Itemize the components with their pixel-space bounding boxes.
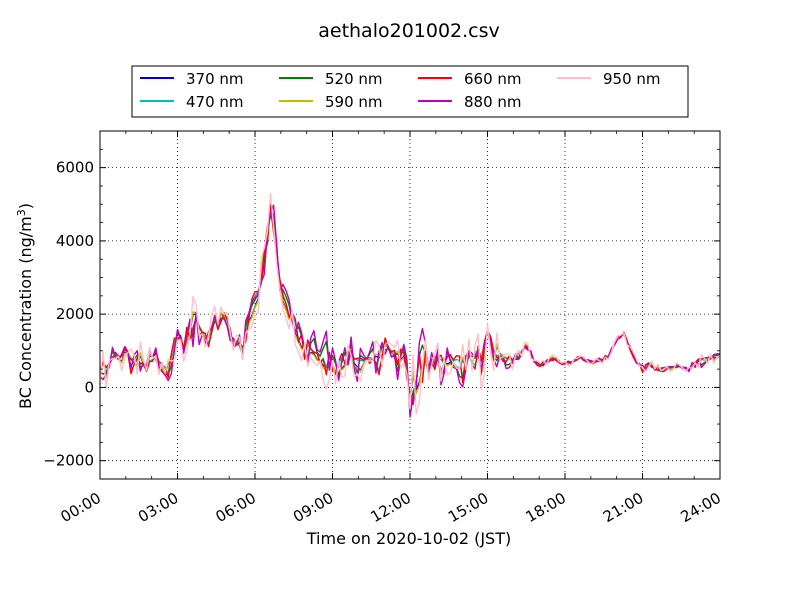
- legend-label: 520 nm: [325, 70, 383, 88]
- legend-box: [131, 65, 689, 118]
- legend-label: 470 nm: [186, 93, 244, 111]
- x-tick-label: 12:00: [368, 489, 414, 526]
- x-tick-label: 21:00: [600, 489, 646, 526]
- chart-title: aethalo201002.csv: [318, 20, 500, 42]
- x-tick-label: 09:00: [290, 489, 336, 526]
- y-tick-label: −2000: [43, 452, 94, 470]
- x-tick-label: 24:00: [678, 489, 724, 526]
- legend-label: 660 nm: [464, 70, 522, 88]
- x-axis-label: Time on 2020-10-02 (JST): [306, 529, 511, 548]
- y-tick-label: 6000: [56, 159, 94, 177]
- x-tick-label: 18:00: [523, 489, 569, 526]
- y-axis-label: BC Concentration (ng/m3): [15, 203, 35, 409]
- series-lines: [100, 192, 720, 418]
- legend-label: 370 nm: [186, 70, 244, 88]
- series-line: [100, 192, 720, 415]
- grid-lines: [100, 131, 720, 479]
- y-tick-label: 2000: [56, 305, 94, 323]
- x-tick-label: 15:00: [445, 489, 491, 526]
- legend-label: 880 nm: [464, 93, 522, 111]
- y-tick-label: 4000: [56, 232, 94, 250]
- y-axis-label-tail: ): [16, 203, 35, 209]
- x-tick-label: 03:00: [135, 489, 181, 526]
- legend-label: 950 nm: [603, 70, 661, 88]
- legend: 370 nm 470 nm 520 nm 590 nm 660 nm 880 nm 950 …: [131, 65, 689, 118]
- y-axis-label-sup: 3: [15, 209, 28, 216]
- x-tick-label: 06:00: [213, 489, 259, 526]
- axis-ticks: 00:00 03:00 06:00 09:00 12:00 15:00 18:00 21:00…: [43, 130, 724, 526]
- y-tick-label: 0: [84, 378, 94, 396]
- x-tick-label: 00:00: [58, 489, 104, 526]
- series-line: [100, 213, 720, 408]
- legend-label: 590 nm: [325, 93, 383, 111]
- y-axis-label-main: BC Concentration (ng/m: [16, 216, 35, 409]
